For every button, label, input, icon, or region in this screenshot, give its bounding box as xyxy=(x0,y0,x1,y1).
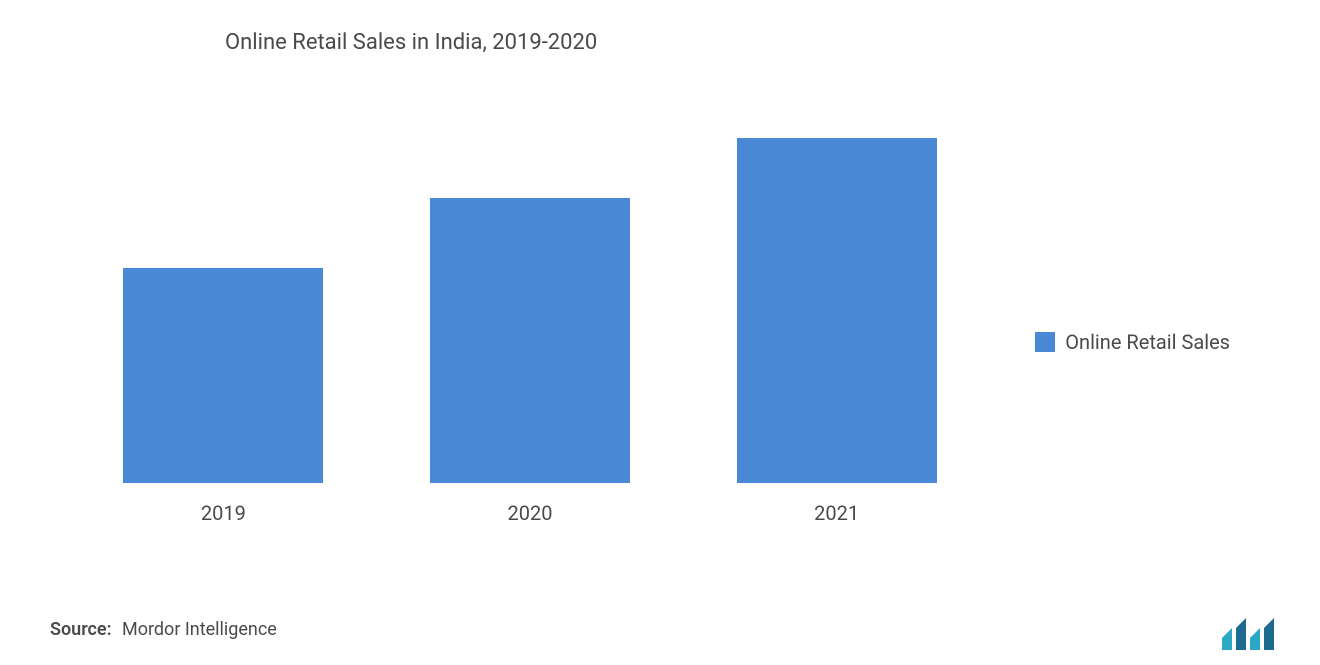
bar-label-2021: 2021 xyxy=(814,501,859,525)
legend-swatch xyxy=(1035,332,1055,352)
chart-container: Online Retail Sales in India, 2019-2020 … xyxy=(0,0,1320,665)
chart-body: 2019 2020 2021 Online Retail Sales xyxy=(50,75,1270,525)
legend: Online Retail Sales xyxy=(1035,330,1230,354)
bar-2019 xyxy=(123,268,323,483)
bar-group-2020: 2020 xyxy=(430,198,630,525)
bar-group-2019: 2019 xyxy=(123,268,323,525)
bars-area: 2019 2020 2021 xyxy=(50,75,1010,525)
bar-2020 xyxy=(430,198,630,483)
bar-group-2021: 2021 xyxy=(737,138,937,525)
bar-label-2020: 2020 xyxy=(508,501,553,525)
source-line: Source: Mordor Intelligence xyxy=(50,619,277,640)
bar-label-2019: 2019 xyxy=(201,501,246,525)
legend-label: Online Retail Sales xyxy=(1065,330,1230,354)
source-value: Mordor Intelligence xyxy=(122,619,277,640)
brand-logo-icon xyxy=(1220,610,1280,650)
source-label: Source: xyxy=(50,619,112,640)
chart-title: Online Retail Sales in India, 2019-2020 xyxy=(225,30,1270,55)
bar-2021 xyxy=(737,138,937,483)
